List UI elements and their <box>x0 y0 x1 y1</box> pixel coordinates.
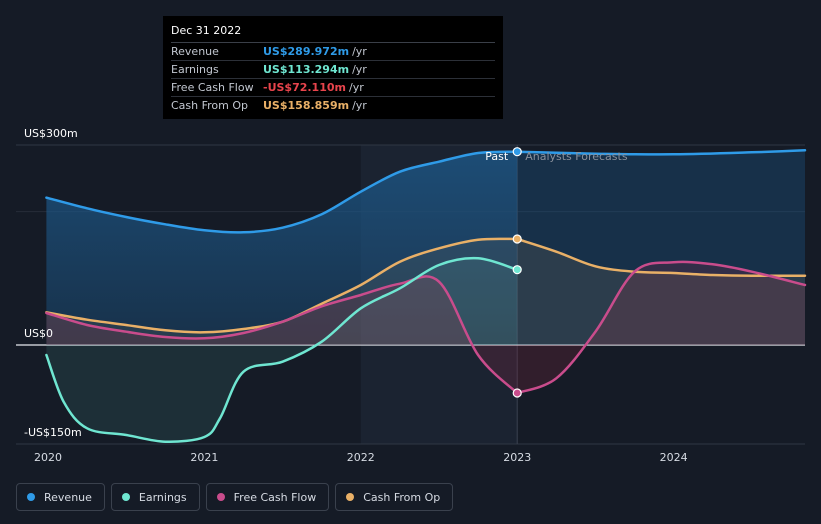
tooltip-value: -US$72.110m <box>263 81 346 94</box>
line-revenue-past <box>45 150 519 234</box>
legend-dot-icon <box>346 493 355 501</box>
tooltip-row-earnings: Earnings US$113.294m /yr <box>171 61 495 79</box>
tooltip-label: Earnings <box>171 63 219 76</box>
legend-label: Free Cash Flow <box>233 490 317 504</box>
tooltip-unit: /yr <box>352 63 367 76</box>
series-areas <box>46 150 805 442</box>
tooltip-value: US$158.859m <box>263 99 350 112</box>
legend-item-cash-from-op[interactable]: Cash From Op <box>335 483 454 511</box>
legend-item-earnings[interactable]: Earnings <box>110 483 200 511</box>
y-tick-label: -US$150m <box>24 426 82 439</box>
line-free-cash-flow-forecast <box>515 260 807 395</box>
chart-legend: Revenue Earnings Free Cash Flow Cash Fro… <box>16 483 454 511</box>
tooltip-row-free-cash-flow: Free Cash Flow -US$72.110m /yr <box>171 79 495 97</box>
area-free-cash-flow-forecast <box>517 261 805 393</box>
marker-earnings <box>512 265 522 275</box>
y-tick-label: US$0 <box>24 327 53 340</box>
x-tick-label: 2021 <box>190 451 218 464</box>
area-revenue-past <box>46 151 518 345</box>
axis-labels: US$300m US$0 -US$150m 2020 2021 2022 2023 2024 P… <box>24 127 688 464</box>
tooltip-label: Revenue <box>171 45 219 58</box>
legend-dot-icon <box>216 493 225 501</box>
past-label: Past <box>485 150 509 163</box>
tooltip-row-revenue: Revenue US$289.972m /yr <box>171 43 495 61</box>
line-revenue-forecast <box>515 149 807 156</box>
tooltip-unit: /yr <box>352 99 367 112</box>
marker-free-cash-flow <box>512 388 522 398</box>
legend-dot-icon <box>27 493 35 501</box>
area-revenue-forecast <box>517 150 805 345</box>
x-tick-label: 2020 <box>34 451 62 464</box>
line-free-cash-flow-past <box>45 275 519 395</box>
area-free-cash-flow-past <box>46 276 518 393</box>
tooltip-unit: /yr <box>352 45 367 58</box>
y-tick-label: US$300m <box>24 127 78 140</box>
legend-item-free-cash-flow[interactable]: Free Cash Flow <box>205 483 330 511</box>
area-cash-from-op-past <box>46 238 518 345</box>
forecast-label: Analysts Forecasts <box>525 150 628 163</box>
tooltip-date: Dec 31 2022 <box>171 22 495 43</box>
area-earnings-past <box>46 258 518 442</box>
tooltip-unit: /yr <box>348 81 364 94</box>
data-tooltip: Dec 31 2022 Revenue US$289.972m /yr Earn… <box>163 16 503 119</box>
line-earnings-past <box>45 256 519 443</box>
marker-revenue <box>512 147 522 157</box>
legend-label: Revenue <box>44 490 92 504</box>
series-lines <box>45 149 807 443</box>
legend-label: Cash From Op <box>363 490 441 504</box>
series-markers <box>512 147 522 398</box>
marker-cash-from-op <box>512 234 522 244</box>
tooltip-value: US$113.294m <box>263 63 350 76</box>
tooltip-value: US$289.972m <box>263 45 350 58</box>
tooltip-label: Cash From Op <box>171 99 249 112</box>
x-tick-label: 2022 <box>347 451 375 464</box>
legend-dot-icon <box>121 493 130 501</box>
legend-item-revenue[interactable]: Revenue <box>16 483 105 511</box>
line-cash-from-op-forecast <box>515 237 807 277</box>
legend-label: Earnings <box>138 490 187 504</box>
tooltip-label: Free Cash Flow <box>171 81 254 94</box>
tooltip-row-cash-from-op: Cash From Op US$158.859m /yr <box>171 97 495 114</box>
x-tick-label: 2023 <box>503 451 531 464</box>
x-tick-label: 2024 <box>660 451 688 464</box>
